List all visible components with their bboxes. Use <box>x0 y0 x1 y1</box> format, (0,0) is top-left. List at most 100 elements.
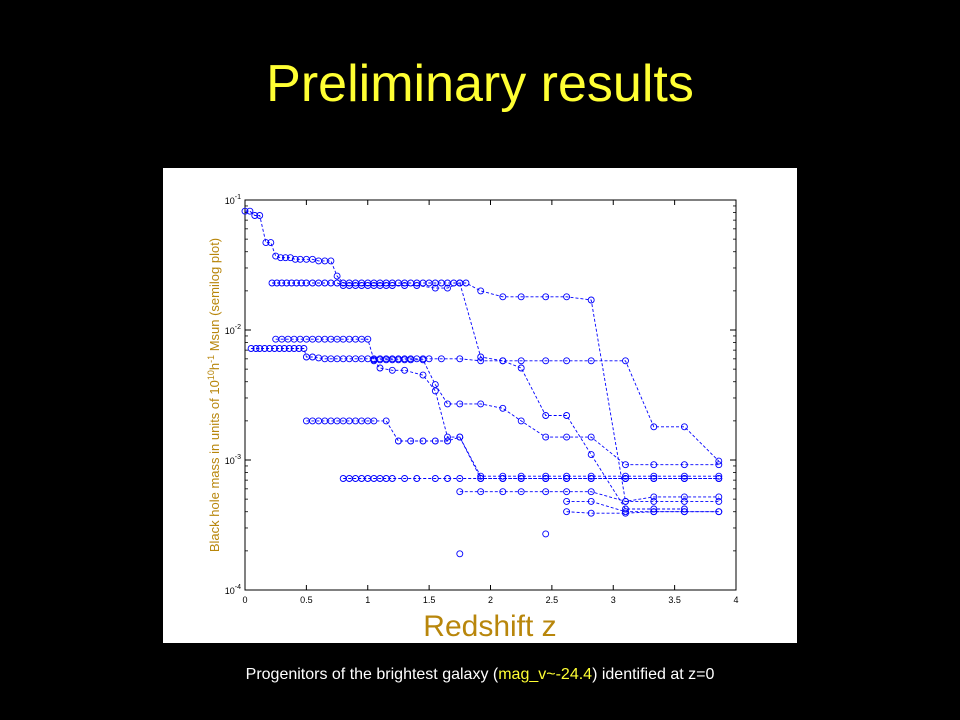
data-point <box>622 357 629 365</box>
data-point <box>282 254 289 262</box>
series-line-9 <box>566 511 719 514</box>
data-point <box>499 475 507 482</box>
y-axis-title-h: h <box>207 363 222 370</box>
y-axis-title-sup1: 10 <box>206 370 216 380</box>
data-point <box>517 293 525 301</box>
data-point <box>286 254 294 262</box>
data-point <box>333 279 341 287</box>
data-point <box>517 417 525 425</box>
series-layer <box>241 207 723 558</box>
data-point <box>587 296 595 304</box>
data-point <box>413 282 421 289</box>
data-point <box>382 417 390 425</box>
data-point <box>587 497 595 505</box>
data-point <box>388 475 396 482</box>
data-point <box>295 345 303 352</box>
data-point <box>444 433 451 441</box>
data-point <box>262 239 270 247</box>
slide-caption: Progenitors of the brightest galaxy (mag… <box>0 666 960 684</box>
data-point <box>290 345 298 352</box>
data-point <box>456 488 464 496</box>
series-line-8 <box>566 500 719 513</box>
data-point <box>252 345 260 352</box>
y-axis-title-part1: Black hole mass in units of 10 <box>207 380 222 552</box>
data-point <box>477 287 485 295</box>
data-point <box>444 400 451 408</box>
data-point <box>267 239 275 247</box>
caption-text-pre: Progenitors of the brightest galaxy ( <box>245 666 499 683</box>
data-point <box>563 488 571 496</box>
data-point <box>542 488 550 496</box>
data-point <box>456 279 464 287</box>
data-point <box>456 475 464 482</box>
data-point <box>563 357 571 365</box>
data-point <box>246 207 254 215</box>
data-point <box>413 475 421 482</box>
data-point <box>431 475 439 482</box>
data-point <box>388 366 396 374</box>
data-point <box>401 475 409 482</box>
data-point <box>431 437 439 445</box>
data-point <box>650 472 658 480</box>
data-point <box>419 356 427 364</box>
data-point <box>650 497 658 505</box>
data-point <box>680 493 688 501</box>
data-point <box>715 497 723 505</box>
data-point <box>401 282 409 289</box>
data-point <box>587 357 595 365</box>
data-point <box>622 509 629 517</box>
data-point <box>587 488 595 496</box>
data-point <box>517 475 525 482</box>
data-point <box>542 293 550 301</box>
figure-panel: 0 0.5 1 1.5 2 2.5 3 3.5 4 10-4 10-3 10-2 10-1 Redshi… <box>163 168 797 643</box>
x-tick-label: 1.5 <box>423 595 436 605</box>
y-tick-label: 10-4 <box>225 584 241 596</box>
data-point <box>431 284 439 292</box>
data-point <box>266 345 273 352</box>
data-point <box>256 212 264 219</box>
data-point <box>283 279 291 287</box>
data-point <box>715 461 723 469</box>
x-tick-label: 3.5 <box>668 595 681 605</box>
data-point <box>477 357 485 365</box>
y-axis-title-sup2: -1 <box>206 355 216 363</box>
data-point <box>650 508 658 516</box>
y-axis-title: Black hole mass in units of 1010h-1 Msun… <box>206 238 222 552</box>
data-point <box>477 472 485 480</box>
data-point <box>394 437 402 445</box>
series-line-3 <box>275 338 719 466</box>
data-point <box>477 353 485 361</box>
y-axis-title-part2: Msun (semilog plot) <box>207 238 222 355</box>
data-point <box>542 357 550 365</box>
data-point <box>499 404 507 412</box>
data-point <box>622 497 629 505</box>
data-point <box>309 255 316 263</box>
data-point <box>542 433 550 441</box>
data-point <box>275 345 283 352</box>
data-point <box>277 254 285 262</box>
data-point <box>499 488 507 496</box>
data-point <box>272 252 280 260</box>
data-point <box>291 255 299 263</box>
data-point <box>407 356 415 364</box>
data-point <box>364 335 372 343</box>
data-point <box>247 345 255 352</box>
data-point <box>288 279 296 287</box>
data-point <box>278 279 286 287</box>
data-point <box>271 345 278 352</box>
axis-ticks: 0 0.5 1 1.5 2 2.5 3 3.5 4 10-4 10-3 10-2 10-1 <box>225 194 739 605</box>
data-point <box>542 530 550 538</box>
data-point <box>542 475 550 482</box>
data-point <box>680 497 688 505</box>
data-point <box>715 457 723 465</box>
x-tick-label: 4 <box>733 595 738 605</box>
data-point <box>587 509 595 517</box>
data-point <box>370 417 378 425</box>
data-point <box>280 345 288 352</box>
data-point <box>542 412 550 419</box>
data-point <box>444 437 451 445</box>
data-point <box>273 279 281 287</box>
x-tick-label: 2.5 <box>546 595 559 605</box>
data-point <box>333 272 341 280</box>
data-point <box>517 364 525 372</box>
